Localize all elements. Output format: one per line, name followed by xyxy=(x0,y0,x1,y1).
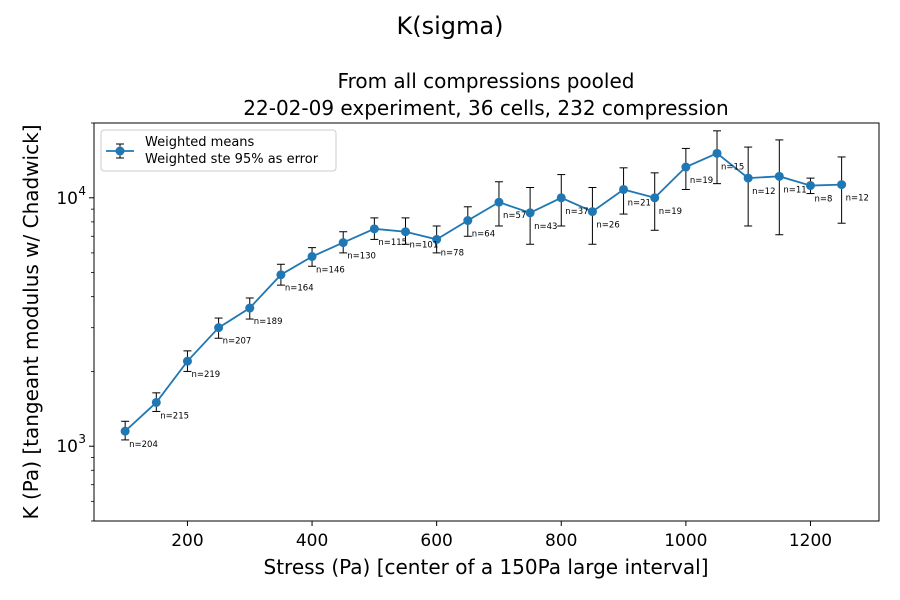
count-label: n=11 xyxy=(783,185,806,195)
x-tick-label: 1000 xyxy=(664,531,707,551)
data-point xyxy=(151,397,161,407)
data-point xyxy=(432,234,442,244)
data-point xyxy=(494,197,504,207)
data-point xyxy=(401,227,411,237)
count-label: n=37 xyxy=(565,207,588,217)
data-point xyxy=(120,426,130,436)
data-point xyxy=(525,208,535,218)
y-tick-label: 10 xyxy=(56,437,78,457)
data-point xyxy=(214,323,224,333)
count-label: n=12 xyxy=(846,194,869,204)
x-tick-label: 400 xyxy=(296,531,328,551)
x-tick-label: 600 xyxy=(420,531,452,551)
count-label: n=64 xyxy=(472,230,495,240)
count-label: n=8 xyxy=(814,195,832,205)
data-point xyxy=(463,216,473,226)
data-point xyxy=(276,270,286,280)
count-label: n=19 xyxy=(690,176,713,186)
x-tick-label: 200 xyxy=(171,531,203,551)
count-label: n=26 xyxy=(596,221,619,231)
x-axis-label: Stress (Pa) [center of a 150Pa large int… xyxy=(264,555,709,579)
count-label: n=207 xyxy=(223,337,252,347)
count-label: n=15 xyxy=(721,162,744,172)
legend-entry-means: Weighted means xyxy=(145,135,255,150)
count-label: n=101 xyxy=(410,241,439,251)
chart-title-line2: 22-02-09 experiment, 36 cells, 232 compr… xyxy=(243,96,728,120)
x-axis: 200 400 600 800 1000 1200 xyxy=(171,521,832,551)
count-label: n=12 xyxy=(752,187,775,197)
count-label: n=43 xyxy=(534,222,557,232)
series-line xyxy=(124,152,842,432)
data-point xyxy=(556,193,566,203)
legend-box xyxy=(100,129,337,172)
count-label: n=215 xyxy=(160,411,189,421)
count-label: n=115 xyxy=(378,238,407,248)
data-point xyxy=(619,184,629,194)
count-label: n=21 xyxy=(628,198,651,208)
count-label: n=219 xyxy=(191,370,220,380)
data-point xyxy=(587,207,597,217)
data-point xyxy=(369,224,379,234)
legend-marker-icon xyxy=(106,143,134,159)
data-point xyxy=(681,162,691,172)
plot-area xyxy=(93,122,880,522)
count-label: n=189 xyxy=(254,317,283,327)
y-tick-label-exponent: 3 xyxy=(78,432,86,446)
y-tick-label: 10 xyxy=(56,189,78,209)
legend: Weighted means Weighted ste 95% as error xyxy=(100,129,337,172)
data-point xyxy=(837,180,847,190)
x-tick-label: 800 xyxy=(545,531,577,551)
figure-suptitle: K(sigma) xyxy=(397,12,504,40)
legend-entry-error: Weighted ste 95% as error xyxy=(145,152,319,167)
count-label: n=164 xyxy=(285,284,314,294)
count-label: n=19 xyxy=(659,207,682,217)
data-point xyxy=(245,303,255,313)
y-axis-label: K (Pa) [tangeant modulus w/ Chadwick] xyxy=(19,125,43,520)
data-point xyxy=(338,238,348,248)
data-point xyxy=(307,252,317,262)
count-label: n=57 xyxy=(503,211,526,221)
count-label: n=204 xyxy=(129,440,158,450)
legend-point xyxy=(115,146,125,156)
x-tick-label: 1200 xyxy=(789,531,832,551)
data-point xyxy=(743,173,753,183)
series-markers xyxy=(120,148,847,436)
count-label: n=130 xyxy=(347,252,376,262)
count-label: n=146 xyxy=(316,266,345,276)
data-point xyxy=(805,181,815,191)
data-point xyxy=(182,356,192,366)
data-point xyxy=(712,148,722,158)
data-point xyxy=(650,193,660,203)
y-tick-label-exponent: 4 xyxy=(78,184,86,198)
chart-title-line1: From all compressions pooled xyxy=(338,69,635,93)
data-point xyxy=(774,171,784,181)
count-label: n=78 xyxy=(441,248,464,258)
